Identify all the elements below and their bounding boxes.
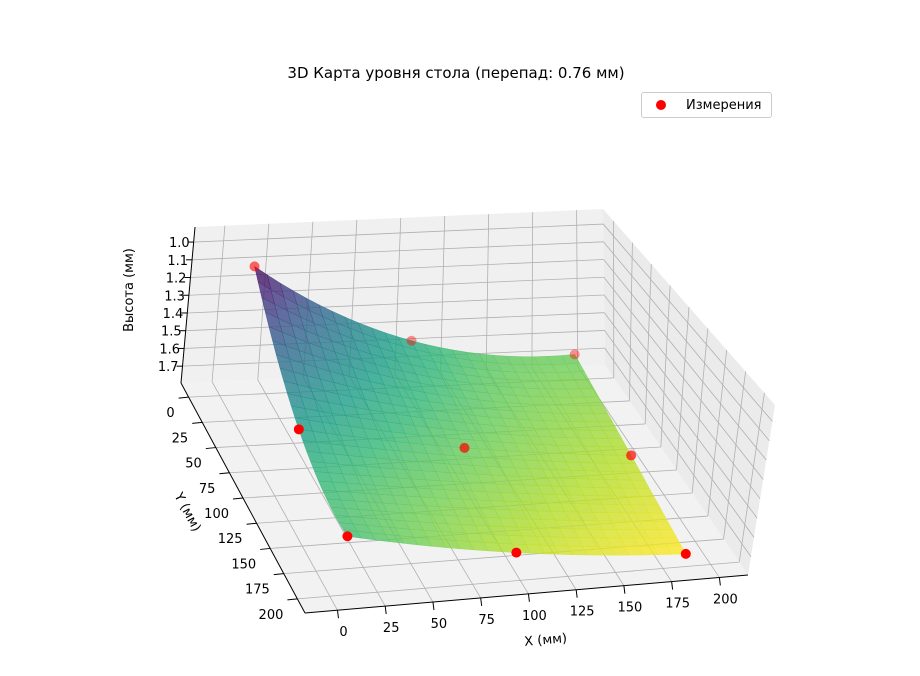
y-tick-label: 0: [166, 406, 174, 421]
x-axis-label: X (мм): [524, 631, 568, 650]
surface: [254, 265, 687, 556]
measurement-point: [459, 442, 470, 453]
x-tick: [336, 610, 339, 619]
y-tick-label: 200: [259, 608, 284, 623]
x-gridline: [485, 214, 490, 371]
axes: 0 25 50 75 100 125 150 175 200 0 25 50 75 100 125 150 17…: [158, 226, 749, 640]
y-gridline: [676, 306, 690, 471]
y-tick-label: 25: [172, 431, 189, 446]
measurement-point: [342, 531, 353, 542]
y-tick: [219, 472, 230, 475]
x-tick: [623, 585, 626, 594]
z-axis-label: Высота (мм): [122, 248, 137, 332]
chart-title: 3D Карта уровня стола (перепад: 0.76 мм): [287, 64, 624, 82]
x-tick-label: 75: [478, 613, 495, 628]
y-tick: [246, 522, 257, 525]
z-axis-line: [180, 226, 196, 384]
y-gridline: [660, 285, 671, 447]
measurement-point: [249, 261, 260, 272]
x-tick: [384, 606, 387, 615]
z-tick-label: 1.4: [163, 307, 184, 322]
z-tick-label: 1.7: [158, 360, 179, 375]
y-tick: [273, 573, 284, 576]
x-tick: [718, 577, 721, 586]
x-gridline: [211, 225, 226, 382]
z-tick-label: 1.0: [169, 236, 190, 251]
z-gridline: [185, 312, 605, 332]
z-gridline: [604, 312, 758, 519]
y-tick: [260, 547, 271, 550]
measurement-points: [249, 261, 691, 559]
z-tick-label: 1.5: [161, 325, 182, 340]
x-tick: [480, 597, 483, 606]
measurement-point: [406, 335, 417, 346]
z-gridline: [193, 223, 604, 243]
z-tick-label: 1.6: [159, 342, 180, 357]
y-tick-label: 150: [231, 557, 256, 572]
x-tick-label: 0: [339, 625, 347, 640]
x-tick-label: 50: [431, 617, 448, 632]
y-tick: [232, 497, 244, 500]
y-tick: [178, 396, 189, 399]
z-gridline: [604, 330, 755, 538]
y-tick-label: 175: [245, 583, 270, 598]
y-tick-label: 100: [204, 507, 229, 522]
x-axis-line: [304, 574, 749, 614]
x-tick-label: 150: [617, 601, 642, 616]
z-gridline: [187, 294, 605, 314]
measurement-point: [569, 349, 580, 360]
measurement-point: [511, 547, 522, 558]
x-gridline: [440, 215, 446, 372]
right-pane: [603, 209, 775, 575]
z-gridline: [603, 259, 767, 461]
y-gridline: [691, 328, 709, 494]
z-tick-label: 1.1: [167, 254, 188, 269]
x-tick: [671, 581, 674, 590]
legend-label: Измерения: [686, 97, 762, 113]
y-gridline: [644, 264, 652, 424]
x-gridline: [531, 212, 534, 369]
x-tick: [432, 601, 435, 611]
y-tick-label: 125: [218, 532, 243, 547]
legend-marker-icon: [656, 100, 666, 110]
z-gridline: [602, 223, 773, 422]
z-tick-label: 1.2: [166, 272, 187, 287]
z-gridline: [188, 276, 604, 296]
x-tick-label: 200: [713, 592, 738, 607]
z-gridline: [603, 294, 761, 499]
x-gridline: [576, 210, 578, 367]
y-tick: [192, 421, 203, 424]
measurement-point: [680, 548, 691, 559]
y-tick-label: 50: [185, 457, 202, 472]
y-gridline: [629, 242, 633, 401]
measurement-point: [293, 424, 304, 435]
measurement-point: [626, 450, 637, 461]
z-gridline: [603, 277, 764, 480]
y-gridline: [723, 371, 746, 540]
x-tick: [575, 589, 578, 598]
z-gridline: [604, 347, 752, 557]
x-tick-label: 175: [665, 597, 690, 612]
y-gridline: [297, 561, 740, 600]
y-tick: [287, 598, 298, 601]
x-tick-label: 100: [522, 609, 547, 624]
z-gridline: [603, 241, 770, 441]
x-tick-label: 25: [383, 621, 400, 636]
y-gridline: [738, 392, 765, 563]
z-tick-label: 1.3: [164, 289, 185, 304]
y-gridline: [707, 349, 728, 517]
legend: Измерения: [641, 92, 772, 118]
z-gridline: [192, 241, 604, 261]
y-tick-label: 75: [199, 482, 216, 497]
x-tick-label: 125: [570, 605, 595, 620]
x-tick: [527, 593, 530, 602]
y-tick: [205, 447, 216, 450]
